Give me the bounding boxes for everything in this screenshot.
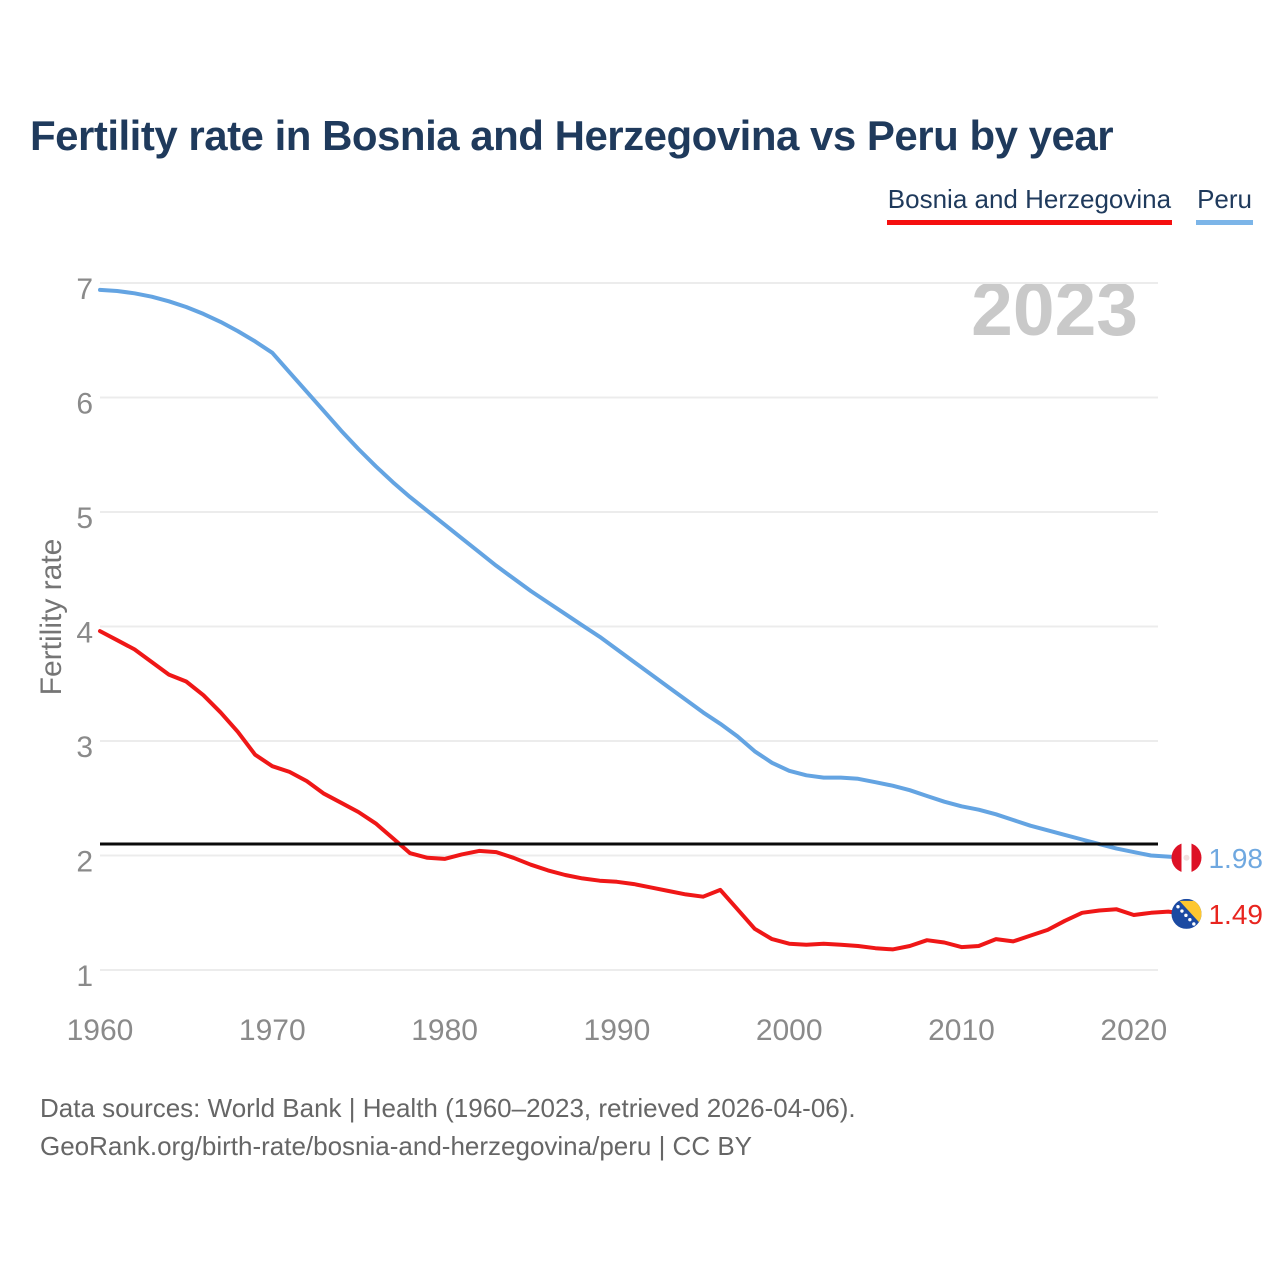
series-end-value-bosnia: 1.49: [1208, 899, 1263, 930]
x-tick-label: 1980: [411, 1014, 478, 1047]
y-tick-label: 2: [76, 846, 93, 879]
page-title: Fertility rate in Bosnia and Herzegovina…: [30, 112, 1114, 159]
y-tick-label: 4: [76, 617, 93, 650]
peru-flag-icon: [1171, 842, 1202, 873]
y-tick-label: 7: [76, 273, 93, 306]
x-tick-label: 1960: [67, 1014, 134, 1047]
x-tick-label: 2000: [756, 1014, 823, 1047]
y-tick-label: 5: [76, 502, 93, 535]
x-tick-label: 1990: [584, 1014, 651, 1047]
series-line-bosnia[interactable]: [98, 629, 1188, 952]
y-tick-label: 1: [76, 960, 93, 993]
footer-license-line: GeoRank.org/birth-rate/bosnia-and-herzeg…: [40, 1131, 753, 1161]
legend-item-bosnia[interactable]: Bosnia and Herzegovina: [886, 184, 1173, 225]
series-line-peru[interactable]: [98, 287, 1188, 860]
series-end-value-peru: 1.98: [1208, 843, 1263, 874]
footer: Data sources: World Bank | Health (1960–…: [40, 1089, 856, 1165]
bosnia-flag-icon: [1171, 898, 1202, 929]
y-tick-label: 6: [76, 388, 93, 421]
footer-source-line: Data sources: World Bank | Health (1960–…: [40, 1093, 856, 1123]
y-tick-label: 3: [76, 731, 93, 764]
x-tick-label: 1970: [239, 1014, 306, 1047]
x-tick-label: 2010: [928, 1014, 995, 1047]
x-tick-label: 2020: [1100, 1014, 1167, 1047]
legend: Bosnia and Herzegovina Peru: [886, 184, 1253, 225]
legend-item-peru[interactable]: Peru: [1196, 184, 1253, 225]
